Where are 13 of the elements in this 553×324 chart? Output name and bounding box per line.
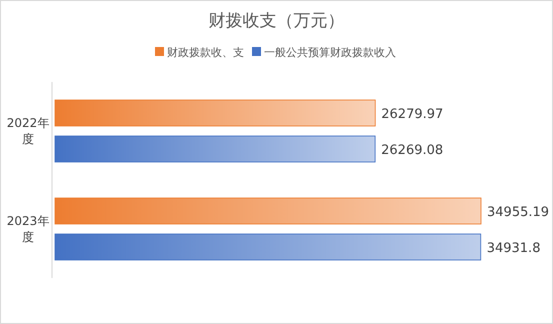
chart-title: 财拨收支（万元）	[208, 11, 344, 31]
y-tick-label: 2023年度	[6, 214, 50, 244]
bar	[54, 198, 482, 224]
data-label: 26279.97	[381, 107, 444, 122]
legend-label: 一般公共预算财政拨款收入	[264, 46, 396, 59]
data-label: 34931.8	[486, 241, 540, 256]
bar	[54, 234, 482, 260]
bar	[54, 100, 376, 126]
y-tick-label: 2022年度	[6, 116, 50, 146]
legend-label: 财政拨款收、支	[167, 46, 244, 59]
bar	[54, 136, 376, 162]
data-label: 34955.19	[487, 205, 550, 220]
data-label: 26269.08	[381, 143, 444, 158]
